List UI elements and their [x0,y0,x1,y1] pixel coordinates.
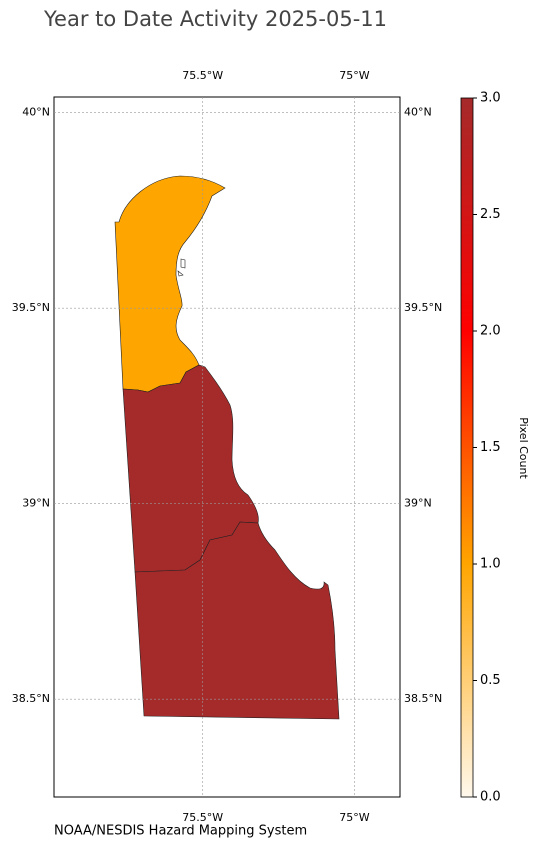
colorbar-tick-label: 3.0 [480,91,501,106]
water [177,258,186,277]
colorbar-tick-label: 1.5 [480,440,501,455]
credit: NOAA/NESDIS Hazard Mapping System [54,824,307,839]
colorbar-tick-label: 2.5 [480,207,501,222]
x-tick-label: 75°W [339,811,369,824]
x-tick-label: 75.5°W [182,811,223,824]
map-frame [53,96,401,798]
y-tick-label: 38.5°N [12,692,50,705]
y-tick-label: 39.5°N [404,301,442,314]
x-tick-label: 75.5°W [182,69,223,82]
y-tick-label: 38.5°N [404,692,442,705]
colorbar-tick-label: 2.0 [480,324,501,339]
region [114,175,226,393]
regions [114,175,340,720]
y-tick-label: 40°N [404,106,432,119]
colorbar [460,97,474,798]
colorbar-label: Pixel Count [517,417,530,479]
colorbar-tick-label: 1.0 [480,557,501,572]
title: Year to Date Activity 2025-05-11 [43,7,387,31]
y-tick-label: 40°N [22,106,50,119]
y-tick-label: 39.5°N [12,301,50,314]
x-tick-label: 75°W [339,69,369,82]
colorbar-tick-label: 0.5 [480,673,501,688]
region [122,364,259,573]
y-tick-label: 39°N [22,497,50,510]
y-tick-label: 39°N [404,497,432,510]
region [134,521,340,720]
colorbar-tick-label: 0.0 [480,790,501,805]
